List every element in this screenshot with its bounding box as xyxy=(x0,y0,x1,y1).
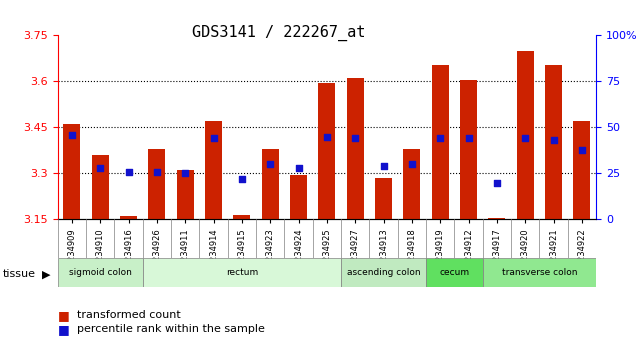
Point xyxy=(378,163,388,169)
FancyBboxPatch shape xyxy=(341,258,426,287)
Text: ▶: ▶ xyxy=(42,269,50,279)
Bar xyxy=(233,215,251,219)
Bar xyxy=(177,170,194,219)
Bar xyxy=(488,218,506,219)
Text: cecum: cecum xyxy=(439,268,469,277)
Bar xyxy=(63,124,80,219)
Bar xyxy=(205,121,222,219)
Bar xyxy=(545,64,562,219)
Bar xyxy=(403,149,420,219)
Bar xyxy=(432,64,449,219)
Bar xyxy=(460,80,477,219)
Point xyxy=(492,180,502,185)
Text: ■: ■ xyxy=(58,309,69,321)
Point xyxy=(294,165,304,171)
Bar xyxy=(347,78,363,219)
Bar xyxy=(290,175,307,219)
Point xyxy=(350,136,360,141)
Text: tissue: tissue xyxy=(3,269,36,279)
Point xyxy=(208,136,219,141)
Text: transformed count: transformed count xyxy=(77,310,181,320)
Bar xyxy=(92,155,109,219)
Text: GDS3141 / 222267_at: GDS3141 / 222267_at xyxy=(192,25,365,41)
Text: sigmoid colon: sigmoid colon xyxy=(69,268,131,277)
Point xyxy=(463,136,474,141)
Point xyxy=(577,147,587,152)
Point xyxy=(180,171,190,176)
Point xyxy=(407,161,417,167)
Text: ascending colon: ascending colon xyxy=(347,268,420,277)
Text: percentile rank within the sample: percentile rank within the sample xyxy=(77,324,265,334)
Point xyxy=(67,132,77,138)
Bar xyxy=(574,121,590,219)
FancyBboxPatch shape xyxy=(483,258,596,287)
Bar xyxy=(120,216,137,219)
Bar xyxy=(262,149,279,219)
Bar xyxy=(319,83,335,219)
Point xyxy=(95,165,105,171)
Point xyxy=(124,169,134,175)
Text: ■: ■ xyxy=(58,323,69,336)
Point xyxy=(265,161,276,167)
Point xyxy=(237,176,247,182)
Bar xyxy=(517,51,534,219)
Bar xyxy=(375,178,392,219)
Point xyxy=(152,169,162,175)
FancyBboxPatch shape xyxy=(426,258,483,287)
Bar xyxy=(148,149,165,219)
Text: transverse colon: transverse colon xyxy=(502,268,577,277)
FancyBboxPatch shape xyxy=(58,258,143,287)
Text: rectum: rectum xyxy=(226,268,258,277)
Point xyxy=(520,136,530,141)
Point xyxy=(435,136,445,141)
FancyBboxPatch shape xyxy=(143,258,341,287)
Point xyxy=(549,137,559,143)
Point xyxy=(322,134,332,139)
